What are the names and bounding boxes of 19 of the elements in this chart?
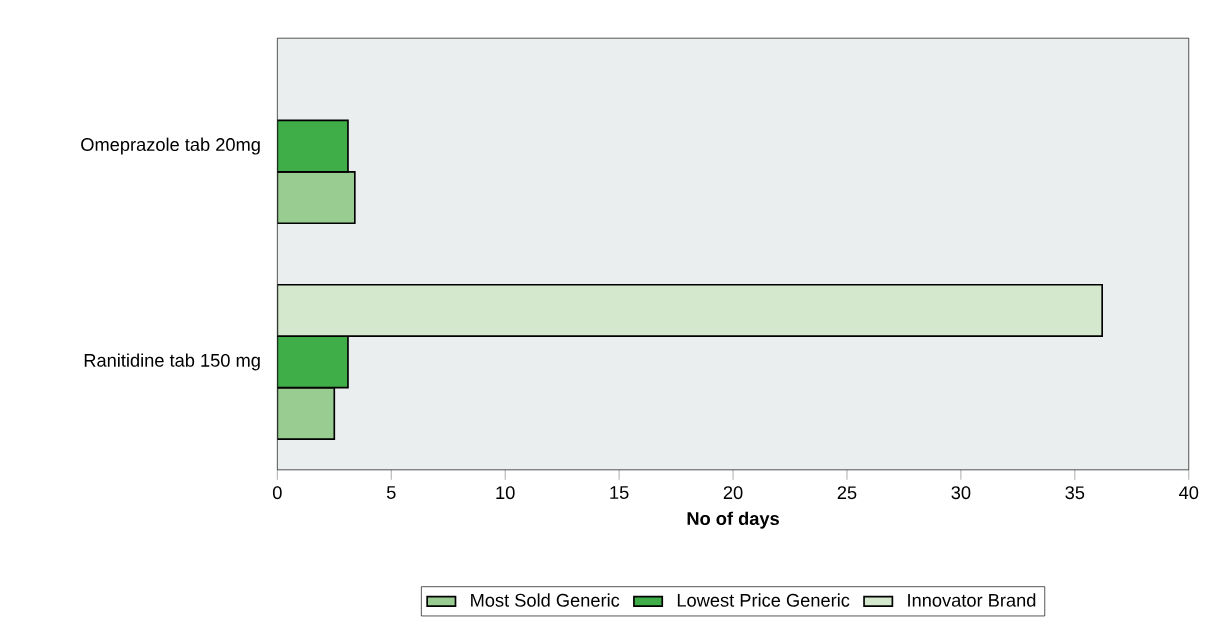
x-tick-label: 5 xyxy=(386,486,396,499)
x-axis-title: No of days xyxy=(687,511,779,529)
legend-label: Lowest Price Generic xyxy=(677,593,850,607)
y-tick-label: Ranitidine tab 150 mg xyxy=(84,353,260,371)
x-tick-label: 15 xyxy=(610,486,629,499)
x-tick-label: 0 xyxy=(272,486,282,500)
x-tick-label: 20 xyxy=(723,486,743,500)
y-tick-label: Omeprazole tab 20mg xyxy=(81,137,260,155)
bar xyxy=(277,335,349,389)
x-tick-label: 25 xyxy=(837,486,857,500)
legend-label: Most Sold Generic xyxy=(471,593,620,607)
bar xyxy=(277,386,336,440)
x-tick-label: 40 xyxy=(1179,486,1199,500)
bar xyxy=(277,170,356,225)
bar xyxy=(277,119,349,173)
x-tick-label: 10 xyxy=(496,486,515,500)
x-tick-label: 30 xyxy=(951,486,971,500)
x-tick-label: 35 xyxy=(1065,486,1085,500)
legend-label: Innovator Brand xyxy=(908,593,1036,607)
